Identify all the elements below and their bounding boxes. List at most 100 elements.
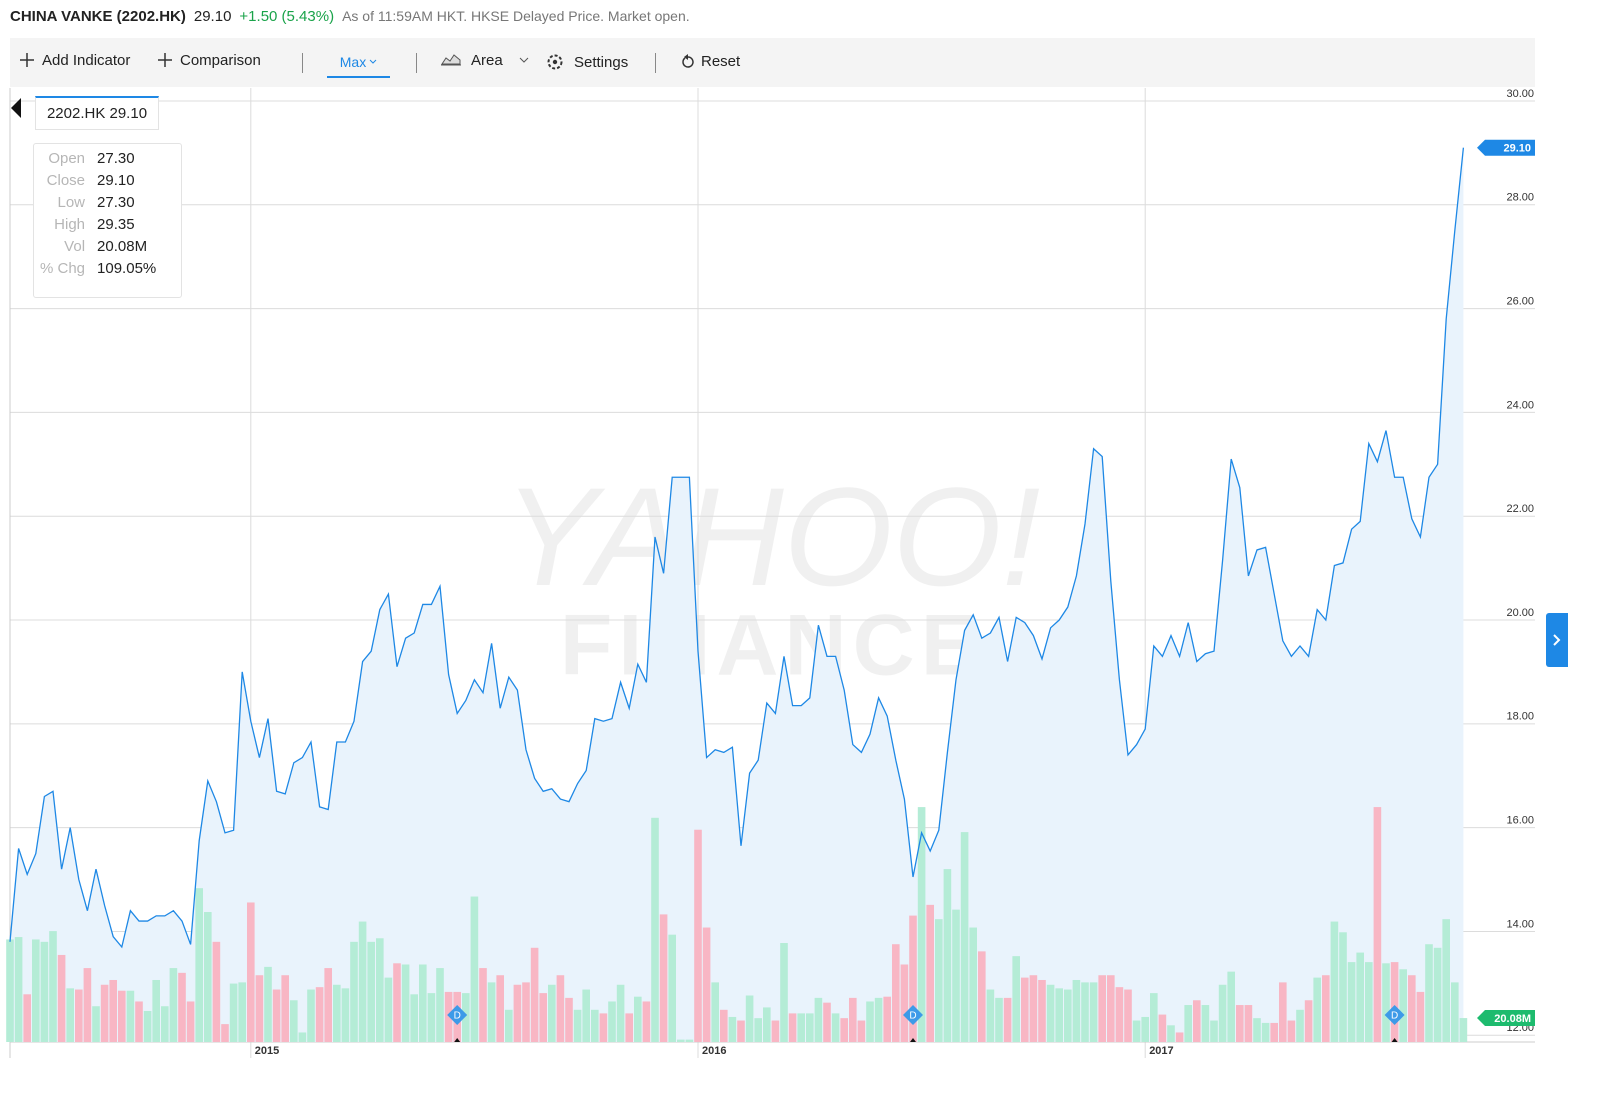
- volume-bar: [1175, 1032, 1184, 1042]
- volume-bar: [522, 982, 530, 1042]
- volume-bar: [900, 964, 909, 1042]
- volume-bar: [1399, 969, 1407, 1042]
- volume-bar: [548, 984, 556, 1042]
- volume-bar: [565, 997, 573, 1042]
- tooltip-label: 2202.HK 29.10: [35, 96, 159, 130]
- plus-icon: [20, 53, 34, 67]
- y-tick-label: 14.00: [1506, 918, 1534, 930]
- tooltip-row: Vol 20.08M: [34, 236, 162, 258]
- volume-bar: [272, 989, 281, 1042]
- volume-bar: [410, 994, 418, 1042]
- add-indicator-button[interactable]: Add Indicator: [20, 52, 130, 69]
- volume-bar: [1253, 1018, 1261, 1042]
- volume-bar: [178, 972, 186, 1042]
- volume-bar: [1382, 963, 1390, 1042]
- area-fill: [10, 147, 1464, 1042]
- dividend-label: D: [909, 1011, 916, 1022]
- collapse-arrow: [11, 98, 21, 118]
- plus-icon: [158, 53, 172, 67]
- volume-bar: [1459, 1018, 1468, 1042]
- chart-type-button[interactable]: Area: [441, 52, 529, 69]
- volume-bar: [823, 1002, 831, 1042]
- volume-bar: [169, 968, 178, 1042]
- dividend-tick: [1391, 1038, 1398, 1042]
- volume-bar: [1055, 988, 1063, 1042]
- tooltip-value: 27.30: [97, 194, 135, 211]
- volume-bar: [599, 1013, 608, 1042]
- price-line: [9, 147, 1465, 949]
- volume-bar: [1150, 993, 1158, 1042]
- volume-bar: [1313, 977, 1321, 1042]
- quote-price: 29.10: [193, 8, 232, 25]
- volume-bar: [143, 1010, 152, 1042]
- volume-bar: [874, 997, 883, 1042]
- y-tick-label: 20.00: [1506, 607, 1534, 619]
- volume-bar: [6, 939, 14, 1042]
- x-tick-label: 2015: [255, 1045, 279, 1057]
- volume-bar: [659, 914, 668, 1042]
- range-button[interactable]: Max: [327, 54, 390, 78]
- volume-bar: [892, 944, 900, 1042]
- tooltip-key: % Chg: [40, 260, 86, 277]
- volume-bar: [92, 1006, 100, 1042]
- volume-bar: [1347, 962, 1356, 1042]
- volume-bar: [83, 968, 92, 1042]
- y-tick-label: 12.00: [1506, 1022, 1534, 1034]
- volume-bar: [161, 1006, 169, 1042]
- y-tick-label: 28.00: [1506, 192, 1534, 204]
- reset-button[interactable]: Reset: [682, 53, 740, 70]
- volume-bar: [1227, 971, 1235, 1042]
- volume-bar: [935, 919, 943, 1042]
- volume-bar: [1442, 919, 1450, 1042]
- volume-bar: [1141, 1016, 1149, 1042]
- reset-label: Reset: [701, 53, 741, 70]
- volume-bar: [186, 1001, 195, 1042]
- volume-bar: [350, 941, 358, 1042]
- volume-bar: [1408, 975, 1416, 1042]
- tooltip-row: Open 27.30: [34, 148, 162, 170]
- volume-bar: [358, 921, 367, 1042]
- volume-bar: [995, 997, 1003, 1042]
- volume-bar: [814, 997, 823, 1042]
- volume-bar: [1167, 1025, 1175, 1042]
- volume-bar: [745, 995, 754, 1042]
- dividend-label: D: [1391, 1011, 1398, 1022]
- toolbar: Add Indicator Comparison Max Area Settin…: [10, 38, 1535, 87]
- volume-bar: [1201, 1005, 1210, 1042]
- volume-bar: [642, 1001, 651, 1042]
- price-badge: [1477, 139, 1535, 156]
- dividend-tick: [454, 1038, 461, 1042]
- settings-button[interactable]: Settings: [546, 53, 628, 71]
- volume-bar: [1270, 1022, 1278, 1042]
- volume-bar: [1184, 1005, 1192, 1042]
- volume-bar: [651, 817, 659, 1042]
- range-label: Max: [339, 54, 367, 70]
- comparison-button[interactable]: Comparison: [158, 52, 261, 69]
- volume-bar: [1115, 987, 1124, 1042]
- gear-icon: [547, 54, 563, 70]
- volume-bar: [496, 975, 504, 1042]
- volume-bar: [1089, 982, 1098, 1042]
- dividend-marker: [1384, 1005, 1405, 1025]
- y-tick-label: 16.00: [1506, 815, 1534, 827]
- add-indicator-label: Add Indicator: [42, 52, 131, 69]
- volume-bar: [539, 993, 547, 1042]
- watermark: YAHOO!: [504, 458, 1041, 615]
- tooltip-value: 27.30: [97, 150, 135, 167]
- volume-bar: [333, 984, 341, 1042]
- volume-bar: [1296, 1009, 1304, 1042]
- volume-bar: [1029, 975, 1038, 1042]
- quote-change: +1.50 (5.43%): [239, 8, 335, 25]
- quote-header: CHINA VANKE (2202.HK) 29.10 +1.50 (5.43%) A…: [10, 8, 690, 25]
- volume-bar: [505, 1009, 513, 1042]
- settings-label: Settings: [574, 54, 629, 71]
- volume-bar: [152, 979, 160, 1042]
- side-panel-tab[interactable]: [1546, 613, 1568, 667]
- volume-bar: [238, 982, 246, 1042]
- volume-bar: [530, 947, 539, 1042]
- volume-bar: [75, 989, 83, 1042]
- y-tick-label: 30.00: [1506, 88, 1534, 100]
- volume-bar: [763, 1007, 771, 1042]
- volume-bar: [57, 954, 66, 1042]
- volume-bar: [1451, 982, 1459, 1042]
